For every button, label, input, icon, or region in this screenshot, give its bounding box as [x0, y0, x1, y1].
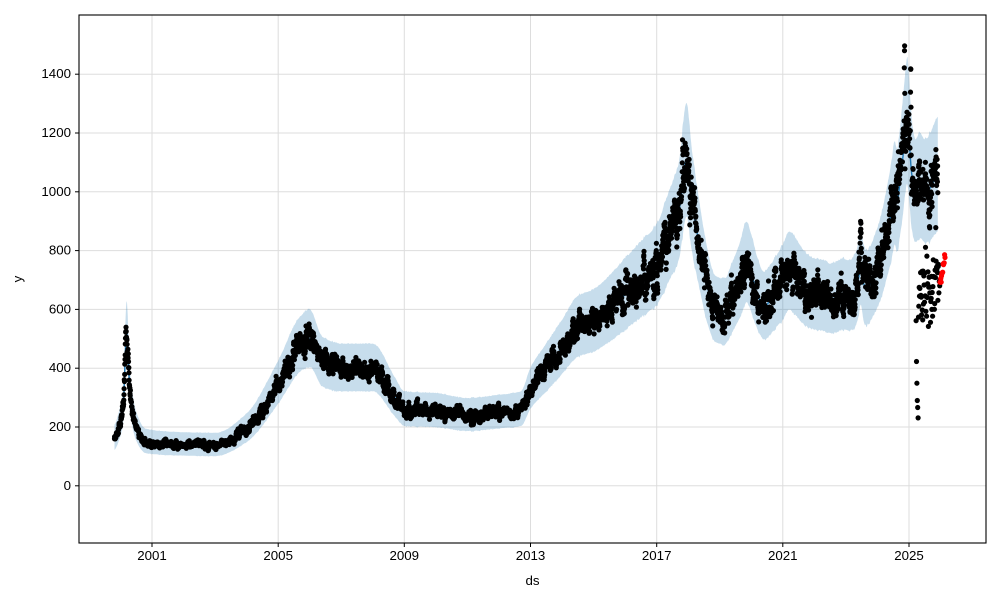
svg-text:2001: 2001 [137, 548, 167, 563]
svg-text:1000: 1000 [41, 184, 71, 199]
svg-text:0: 0 [64, 478, 71, 493]
svg-text:2005: 2005 [263, 548, 293, 563]
svg-text:1200: 1200 [41, 125, 71, 140]
svg-text:200: 200 [49, 419, 71, 434]
svg-text:600: 600 [49, 301, 71, 316]
svg-text:ds: ds [525, 573, 539, 588]
svg-text:y: y [10, 275, 25, 282]
svg-text:2009: 2009 [390, 548, 420, 563]
svg-text:2025: 2025 [894, 548, 924, 563]
svg-text:2021: 2021 [768, 548, 798, 563]
svg-text:2017: 2017 [642, 548, 672, 563]
svg-text:1400: 1400 [41, 66, 71, 81]
svg-text:800: 800 [49, 243, 71, 258]
svg-text:400: 400 [49, 360, 71, 375]
svg-text:2013: 2013 [516, 548, 546, 563]
